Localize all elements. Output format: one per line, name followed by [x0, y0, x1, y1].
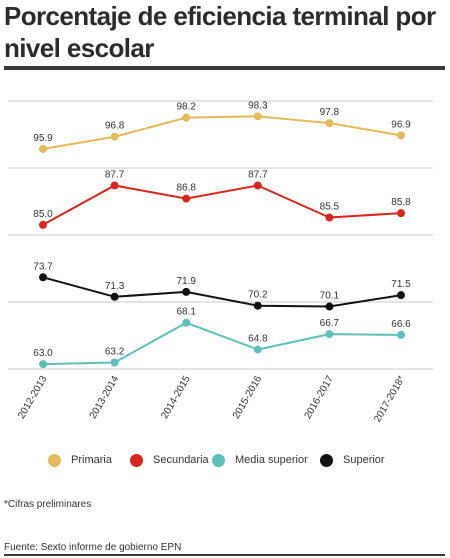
series-lines	[42, 115, 402, 366]
data-label-3-2: 71.9	[176, 276, 196, 287]
data-label-1-2: 86.8	[176, 183, 196, 194]
x-tick-labels: 2012-2013 2013-2014 2014-2015 2015-2016 2016…	[16, 374, 407, 425]
legend-swatch-3	[320, 453, 333, 467]
legend-label-3: Superior	[343, 454, 385, 466]
x-tick-label-0: 2012-2013	[16, 374, 50, 421]
data-point-1-0	[39, 220, 47, 229]
data-point-2-2	[182, 318, 191, 327]
data-point-0-0	[39, 144, 47, 153]
data-label-2-1: 63.2	[105, 347, 125, 358]
bottom-rule	[4, 554, 445, 556]
data-label-2-4: 66.7	[320, 318, 340, 329]
data-point-0-2	[182, 113, 191, 122]
legend-item-3: Superior	[320, 450, 385, 470]
legend-label-2: Media superior	[235, 454, 308, 466]
source-note: Fuente: Sexto informe de gobierno EPN	[4, 542, 182, 553]
legend-item-1: Secundaria	[130, 450, 209, 470]
legend-swatch-1	[130, 453, 143, 467]
legend-item-2: Media superior	[212, 450, 308, 470]
data-label-1-3: 87.7	[248, 169, 268, 180]
x-tick-label-5: 2017-2018*	[372, 374, 407, 424]
data-label-1-0: 85.0	[33, 209, 53, 220]
series-line-0	[42, 115, 402, 150]
data-point-3-0	[39, 273, 47, 282]
x-tick-label-2: 2014-2015	[159, 374, 193, 421]
title-rule	[4, 66, 445, 70]
data-point-1-2	[182, 194, 191, 203]
series-line-2	[42, 321, 402, 366]
data-label-2-3: 64.8	[248, 334, 268, 345]
series-line-3	[42, 276, 402, 308]
data-point-2-4	[325, 330, 334, 339]
legend-label-0: Primaria	[71, 454, 112, 466]
legend: Primaria Secundaria Media superior Superior	[0, 450, 450, 470]
series-points	[39, 112, 405, 369]
data-label-3-5: 71.5	[391, 279, 411, 290]
data-point-2-5	[397, 330, 405, 339]
legend-swatch-0	[48, 453, 61, 467]
data-point-0-1	[110, 132, 119, 141]
line-chart: 95.9 96.8 98.2 98.3 97.8 96.9 85.0 87.7 86.8 87.7…	[8, 100, 433, 425]
data-point-2-1	[110, 358, 119, 367]
data-point-2-0	[39, 360, 47, 369]
data-label-1-1: 87.7	[105, 169, 125, 180]
data-label-0-4: 97.8	[320, 107, 340, 118]
data-label-2-0: 63.0	[33, 348, 53, 359]
data-label-2-5: 66.6	[391, 319, 411, 330]
data-label-2-2: 68.1	[176, 307, 196, 318]
x-tick-label-4: 2016-2017	[303, 374, 337, 421]
data-label-0-1: 96.8	[105, 121, 125, 132]
chart-title: Porcentaje de eficiencia terminal por ni…	[4, 1, 436, 63]
x-tick-label-1: 2013-2014	[88, 374, 122, 421]
gridlines	[8, 100, 433, 370]
data-point-0-5	[397, 131, 405, 140]
data-point-3-4	[325, 302, 334, 311]
legend-swatch-2	[212, 453, 225, 467]
data-label-0-2: 98.2	[176, 102, 196, 113]
data-point-1-4	[325, 213, 334, 222]
data-point-3-2	[182, 287, 191, 296]
data-label-1-5: 85.8	[391, 197, 411, 208]
data-point-1-5	[397, 209, 405, 218]
legend-label-1: Secundaria	[153, 454, 209, 466]
data-label-0-5: 96.9	[391, 119, 411, 130]
data-point-3-3	[253, 301, 262, 310]
data-point-3-1	[110, 292, 119, 301]
data-label-1-4: 85.5	[320, 202, 340, 213]
data-point-0-3	[253, 112, 262, 121]
footnote: *Cifras preliminares	[4, 499, 92, 510]
data-label-3-1: 71.3	[105, 281, 125, 292]
data-label-0-3: 98.3	[248, 100, 268, 111]
data-label-0-0: 95.9	[33, 133, 53, 144]
data-point-2-3	[253, 345, 262, 354]
data-label-3-3: 70.2	[248, 290, 268, 301]
series-line-1	[42, 184, 402, 226]
data-label-3-4: 70.1	[320, 291, 340, 302]
data-point-0-4	[325, 119, 334, 128]
data-point-1-1	[110, 181, 119, 190]
data-point-1-3	[253, 181, 262, 190]
legend-item-0: Primaria	[48, 450, 112, 470]
data-labels: 95.9 96.8 98.2 98.3 97.8 96.9 85.0 87.7 86.8 87.7…	[33, 100, 411, 359]
data-point-3-5	[397, 291, 405, 300]
data-label-3-0: 73.7	[33, 261, 53, 272]
x-tick-label-3: 2015-2016	[231, 374, 265, 421]
